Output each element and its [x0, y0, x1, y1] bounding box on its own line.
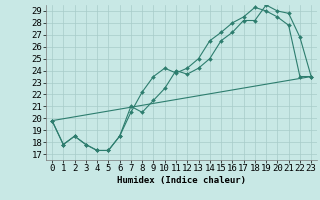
X-axis label: Humidex (Indice chaleur): Humidex (Indice chaleur)	[117, 176, 246, 185]
